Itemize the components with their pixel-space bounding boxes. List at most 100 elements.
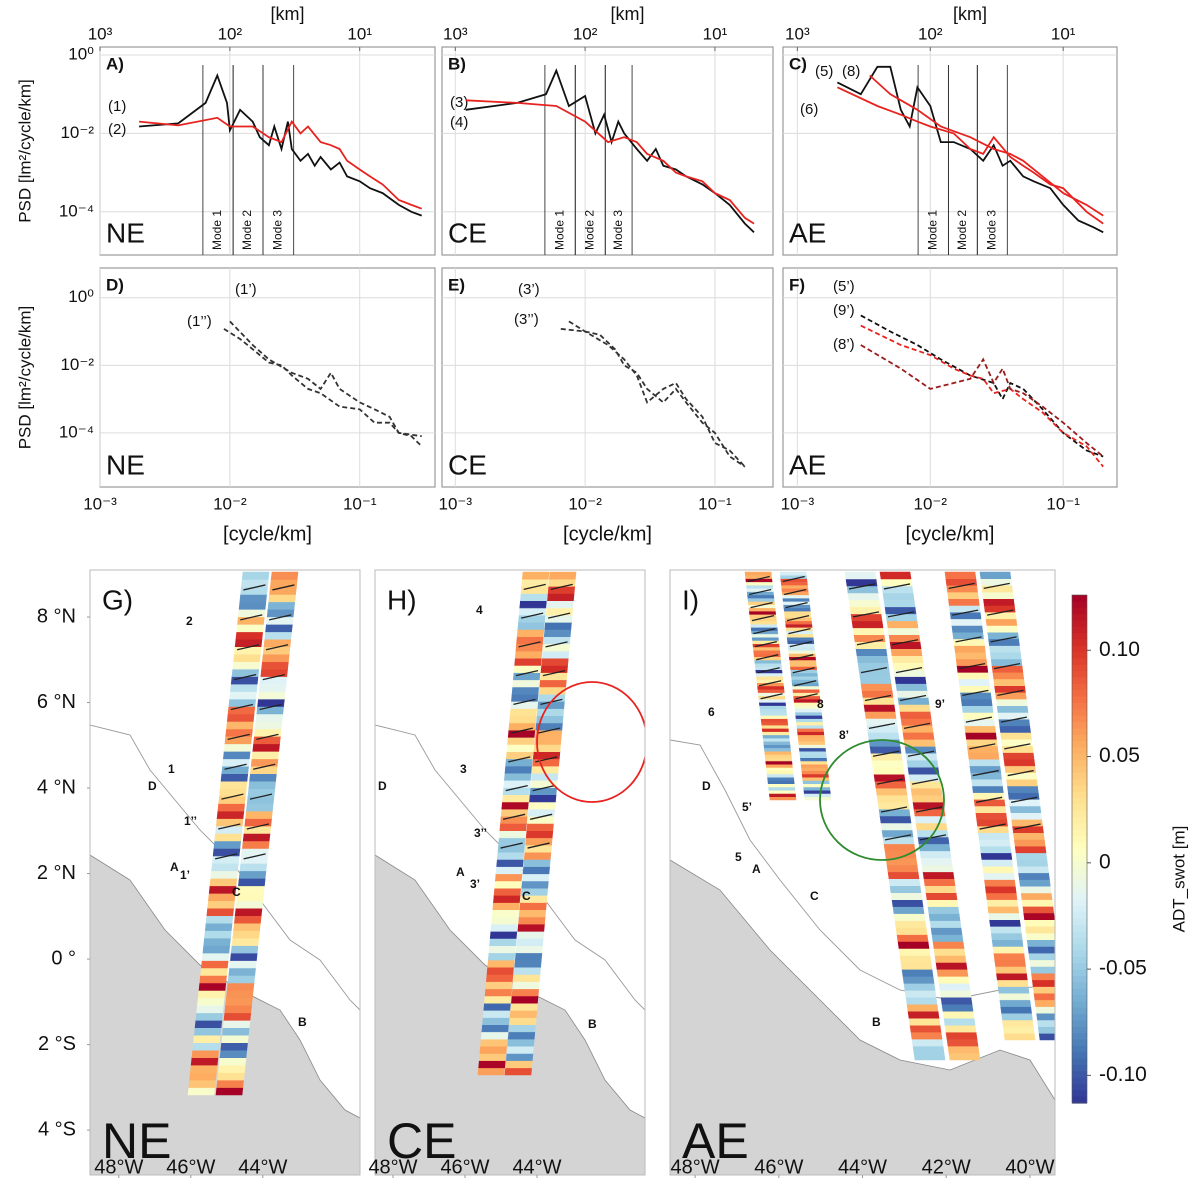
swath-cell <box>1022 905 1055 914</box>
map-annotation: B <box>298 1015 307 1029</box>
swath-cell <box>493 887 522 896</box>
swath-cell <box>207 900 235 909</box>
ssh-contour <box>793 680 817 687</box>
ssh-contour <box>542 669 566 677</box>
swath-cell <box>211 863 239 872</box>
swath-cell <box>230 945 259 954</box>
ssh-contour <box>965 716 992 723</box>
colorbar-cell <box>1072 1096 1087 1104</box>
swath-cell <box>786 636 814 641</box>
ssh-contour <box>236 644 260 651</box>
spectrum-line <box>229 320 423 447</box>
eddy-trajectory <box>536 681 645 803</box>
swath-cell <box>480 1031 509 1040</box>
ssh-contour <box>876 778 904 785</box>
swath-cell <box>935 962 968 970</box>
swath-cell <box>978 832 1010 840</box>
ssh-contour <box>783 588 807 596</box>
ssh-contour <box>265 644 289 651</box>
swath-cell <box>1000 732 1032 740</box>
swath-cell <box>946 1038 979 1047</box>
swath-cell <box>883 599 916 608</box>
colorbar-cell <box>1072 728 1087 736</box>
swath-cell <box>889 885 922 893</box>
colorbar-label: ADT_swot [m] <box>1169 826 1188 933</box>
swath-cell <box>229 691 257 700</box>
swath-cell <box>897 941 930 949</box>
swath-cell <box>491 909 520 918</box>
swath-cell <box>944 1024 977 1033</box>
map-annotation: 2 <box>186 614 193 628</box>
swath-cell <box>871 759 904 768</box>
swath-cell <box>876 794 909 803</box>
swath-cell <box>785 620 813 625</box>
swath-cell <box>899 955 932 963</box>
swath-cell <box>484 988 513 997</box>
x2-tick-label: 10² <box>918 24 943 43</box>
swath-cell <box>951 625 984 633</box>
x2-tick-label: 10² <box>573 24 598 43</box>
swath-cell <box>241 571 270 580</box>
swath-cell <box>982 865 1014 874</box>
swath-cell <box>520 593 548 602</box>
map-annotation: 3’’ <box>474 826 487 840</box>
ssh-contour <box>269 614 292 621</box>
colorbar-cell <box>1072 982 1087 990</box>
swath-cell <box>255 713 284 722</box>
swath-cell <box>223 743 252 752</box>
swath-cell <box>522 873 550 882</box>
swath-cell <box>486 974 514 982</box>
swath-cell <box>907 1010 940 1019</box>
swath-cell <box>490 923 518 932</box>
swath-cell <box>270 571 299 580</box>
ssh-contour <box>997 689 1024 696</box>
swath-cell <box>760 718 788 723</box>
y-tick-label: 10⁻² <box>60 123 94 142</box>
swath-cell <box>764 750 792 755</box>
colorbar-tick-label: 0 <box>1099 850 1111 873</box>
swath-cell <box>998 992 1031 1001</box>
swath-cell <box>223 751 251 760</box>
swath-cell <box>231 937 260 946</box>
swath-cell <box>769 796 797 801</box>
swath-cell <box>1038 1033 1055 1041</box>
colorbar-cell <box>1072 1077 1087 1085</box>
map-annotation: C <box>232 885 241 899</box>
x2-axis-label: [km] <box>271 4 305 24</box>
x2-tick-label: 10¹ <box>347 24 372 43</box>
x-tick-label: 10⁻² <box>213 494 247 513</box>
swath-cell <box>920 857 953 866</box>
ssh-contour <box>751 614 775 622</box>
x2-tick-label: 10¹ <box>703 24 728 43</box>
swath-cell <box>993 678 1025 686</box>
x2-tick-label: 10³ <box>443 24 468 43</box>
ssh-contour <box>983 582 1010 590</box>
swath-cell <box>218 1057 247 1066</box>
swath-cell <box>498 830 527 839</box>
region-label: CE <box>448 449 487 480</box>
swath-cell <box>931 934 964 942</box>
swath-cell <box>996 705 1029 713</box>
panel-label: F) <box>789 275 805 294</box>
map-annotation: 6 <box>708 705 715 719</box>
mode-label: Mode 3 <box>611 210 625 250</box>
y-axis-label: PSD [lm²/cycle/km] <box>15 306 34 450</box>
ssh-contour <box>955 636 982 643</box>
swath-cell <box>788 649 816 654</box>
swath-cell <box>929 920 962 928</box>
colorbar-cell <box>1072 925 1087 933</box>
colorbar-cell <box>1072 912 1087 920</box>
colorbar-cell <box>1072 1083 1087 1091</box>
colorbar-cell <box>1072 1045 1087 1053</box>
swath-cell <box>1028 952 1055 961</box>
series-label: (4) <box>450 114 468 131</box>
colorbar-cell <box>1072 995 1087 1002</box>
swath-cell <box>933 948 966 956</box>
swath-cell <box>526 823 554 831</box>
swath-cell <box>754 659 782 664</box>
swath-cell <box>975 812 1008 820</box>
swath-cell <box>522 571 550 580</box>
map-annotation: C <box>522 889 531 903</box>
x-tick-label: 10⁻³ <box>83 494 117 513</box>
swath-cell <box>506 744 534 752</box>
